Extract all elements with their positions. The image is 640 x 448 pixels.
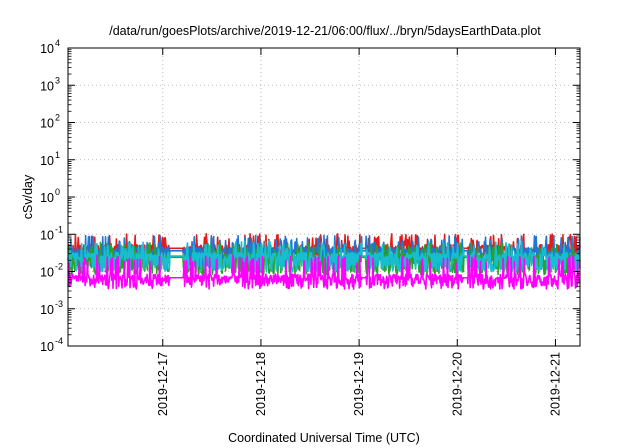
x-tick-label: 2019-12-19	[352, 352, 366, 416]
series-line-3	[67, 240, 581, 273]
y-tick-label: 10	[40, 117, 54, 131]
y-tick-label: 10	[40, 191, 54, 205]
grid	[68, 48, 580, 346]
y-tick-label: 10	[40, 228, 54, 242]
y-tick-exponent: -2	[55, 262, 63, 272]
y-tick-exponent: 2	[55, 113, 60, 123]
y-tick-exponent: 3	[55, 75, 60, 85]
y-tick-exponent: 0	[55, 187, 60, 197]
x-axis-label: Coordinated Universal Time (UTC)	[228, 431, 420, 445]
series-line-4	[67, 254, 581, 290]
y-tick-label: 10	[40, 42, 54, 56]
y-tick-exponent: 4	[55, 38, 60, 48]
y-tick-exponent: 1	[55, 150, 60, 160]
y-tick-label: 10	[40, 154, 54, 168]
series-group	[67, 232, 581, 290]
x-tick-label: 2019-12-21	[548, 352, 562, 416]
y-tick-exponent: -4	[55, 336, 63, 346]
y-axis-label: cSv/day	[21, 174, 35, 219]
y-tick-label: 10	[40, 303, 54, 317]
y-tick-label: 10	[40, 340, 54, 354]
x-tick-label: 2019-12-17	[156, 352, 170, 416]
y-tick-label: 10	[40, 266, 54, 280]
x-tick-label: 2019-12-18	[254, 352, 268, 416]
y-tick-label: 10	[40, 79, 54, 93]
x-tick-label: 2019-12-20	[450, 352, 464, 416]
y-tick-exponent: -1	[55, 224, 63, 234]
x-axis: 2019-12-17 2019-12-18 2019-12-19 2019-12-20…	[156, 48, 562, 416]
chart-title: /data/run/goesPlots/archive/2019-12-21/0…	[109, 24, 541, 38]
y-tick-exponent: -3	[55, 299, 63, 309]
